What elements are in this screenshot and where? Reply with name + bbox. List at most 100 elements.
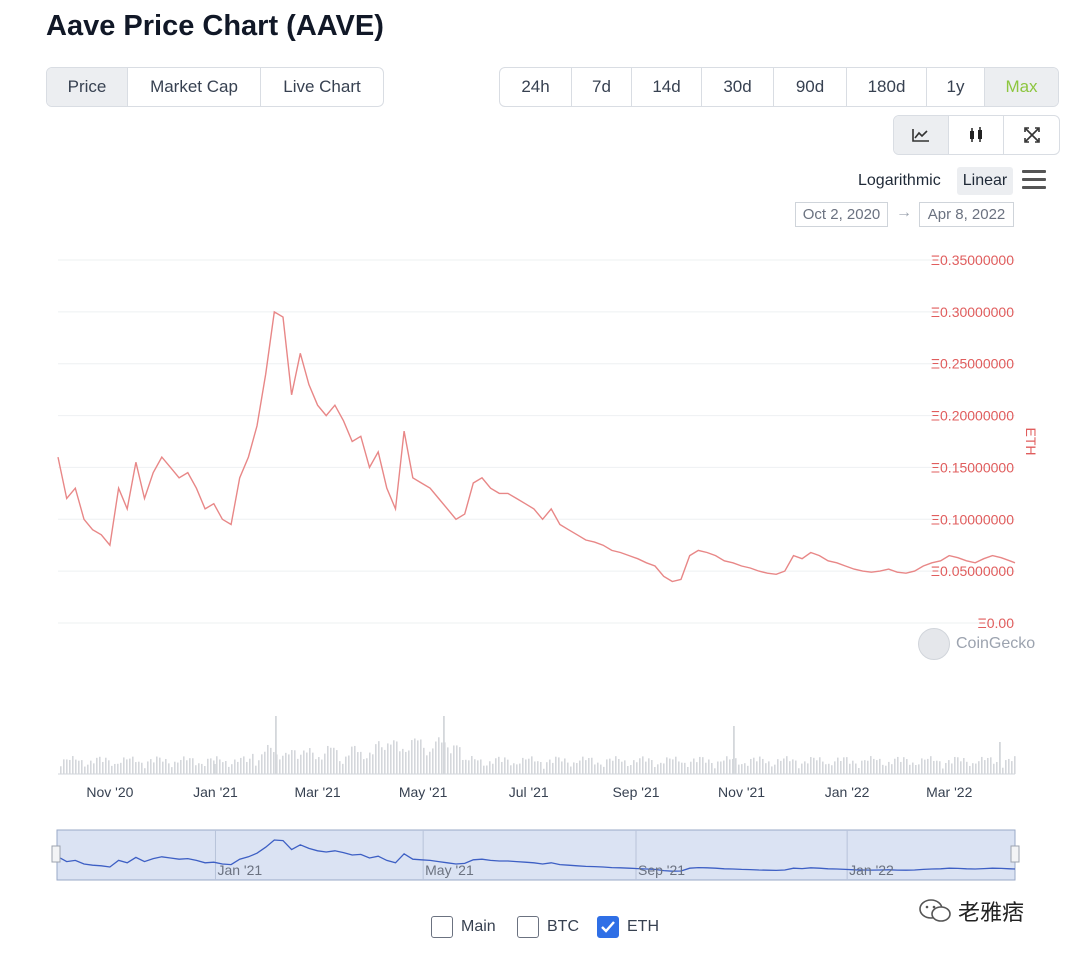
- range-max-button[interactable]: Max: [985, 68, 1058, 106]
- volume-bar: [354, 745, 356, 774]
- volume-bar: [966, 761, 968, 774]
- volume-bar: [567, 762, 569, 774]
- volume-bar: [906, 759, 908, 774]
- y-tick-label: Ξ0.25000000: [931, 356, 1014, 372]
- volume-bar: [591, 757, 593, 774]
- logarithmic-toggle[interactable]: Logarithmic: [858, 172, 941, 189]
- volume-bar: [951, 763, 953, 774]
- volume-bar: [105, 757, 107, 774]
- fullscreen-icon[interactable]: [1004, 116, 1059, 154]
- volume-bar: [267, 744, 269, 774]
- volume-bar: [1014, 756, 1016, 774]
- range-navigator[interactable]: Jan '21 May '21 Sep '21 Jan '22: [0, 826, 1080, 886]
- volume-bar: [450, 753, 452, 774]
- volume-bar: [1008, 758, 1010, 774]
- legend-eth[interactable]: ETH: [597, 916, 659, 938]
- volume-bar: [882, 764, 884, 774]
- view-tabs: Price Market Cap Live Chart: [46, 67, 384, 107]
- volume-bar: [174, 761, 176, 774]
- x-tick-label: Nov '21: [718, 784, 765, 800]
- volume-bar: [582, 756, 584, 774]
- navigator-line: [57, 839, 1016, 872]
- volume-bar: [387, 743, 389, 774]
- volume-bar: [780, 760, 782, 774]
- volume-bar: [633, 760, 635, 774]
- checkbox-eth[interactable]: [597, 916, 619, 938]
- volume-bar: [66, 759, 68, 774]
- volume-bar: [72, 756, 74, 774]
- volume-bar: [606, 759, 608, 774]
- legend-main[interactable]: Main: [431, 916, 496, 938]
- linear-toggle[interactable]: Linear: [957, 167, 1013, 195]
- watermark: 老雅痞: [918, 895, 1024, 927]
- volume-bar: [198, 763, 200, 774]
- range-7d-button[interactable]: 7d: [572, 68, 632, 106]
- navigator-right-handle[interactable]: [1010, 845, 1020, 863]
- candlestick-icon[interactable]: [949, 116, 1004, 154]
- volume-bar: [321, 759, 323, 774]
- volume-bar: [930, 756, 932, 774]
- volume-bar: [396, 741, 398, 774]
- volume-spike: [999, 742, 1001, 774]
- legend-btc[interactable]: BTC: [517, 916, 579, 938]
- volume-bar: [741, 764, 743, 774]
- volume-bar: [738, 764, 740, 774]
- date-to-input[interactable]: Apr 8, 2022: [919, 202, 1014, 227]
- volume-bar: [855, 763, 857, 774]
- range-90d-button[interactable]: 90d: [774, 68, 847, 106]
- volume-bar: [615, 756, 617, 774]
- tab-price[interactable]: Price: [47, 68, 128, 106]
- volume-bar: [285, 752, 287, 774]
- checkbox-main[interactable]: [431, 916, 453, 938]
- tab-live-chart[interactable]: Live Chart: [283, 77, 361, 96]
- volume-bar: [117, 763, 119, 774]
- volume-bar: [579, 760, 581, 774]
- volume-bar: [366, 758, 368, 774]
- volume-bar: [801, 763, 803, 774]
- line-chart-icon[interactable]: [894, 116, 949, 154]
- volume-bar: [618, 758, 620, 774]
- volume-bar: [915, 764, 917, 774]
- volume-bar: [990, 757, 992, 774]
- menu-icon[interactable]: [1022, 170, 1046, 190]
- volume-bar: [399, 751, 401, 774]
- volume-bar: [126, 759, 128, 774]
- volume-bar: [186, 760, 188, 774]
- price-chart[interactable]: Ξ0.00 Ξ0.05000000 Ξ0.10000000 Ξ0.15000000 Ξ0…: [0, 240, 1080, 800]
- navigator-left-handle[interactable]: [51, 845, 61, 863]
- range-14d-button[interactable]: 14d: [632, 68, 702, 106]
- volume-bar: [963, 758, 965, 774]
- volume-bar: [699, 756, 701, 774]
- volume-bar: [318, 757, 320, 774]
- volume-bar: [918, 764, 920, 774]
- range-24h-button[interactable]: 24h: [500, 68, 572, 106]
- volume-bar: [846, 757, 848, 774]
- date-from-input[interactable]: Oct 2, 2020: [795, 202, 888, 227]
- volume-bar: [525, 759, 527, 774]
- range-30d-button[interactable]: 30d: [702, 68, 774, 106]
- volume-bar: [288, 754, 290, 774]
- range-180d-button[interactable]: 180d: [847, 68, 927, 106]
- tab-market-cap[interactable]: Market Cap: [128, 68, 261, 106]
- volume-bar: [420, 739, 422, 774]
- volume-bar: [807, 763, 809, 774]
- volume-bar: [306, 752, 308, 774]
- volume-bar: [933, 760, 935, 774]
- volume-bar: [411, 740, 413, 774]
- volume-bar: [546, 762, 548, 774]
- checkbox-btc[interactable]: [517, 916, 539, 938]
- volume-bar: [648, 758, 650, 774]
- volume-bar: [768, 761, 770, 774]
- volume-bar: [993, 763, 995, 774]
- volume-bar: [897, 756, 899, 774]
- volume-bar: [837, 757, 839, 774]
- volume-bar: [687, 766, 689, 774]
- page-title: Aave Price Chart (AAVE): [46, 10, 384, 42]
- volume-bar: [732, 758, 734, 774]
- volume-bar: [936, 760, 938, 774]
- y-tick-label: Ξ0.30000000: [931, 304, 1014, 320]
- volume-bar: [96, 757, 98, 774]
- range-1y-button[interactable]: 1y: [927, 68, 985, 106]
- volume-bar: [972, 763, 974, 774]
- volume-bar: [954, 756, 956, 774]
